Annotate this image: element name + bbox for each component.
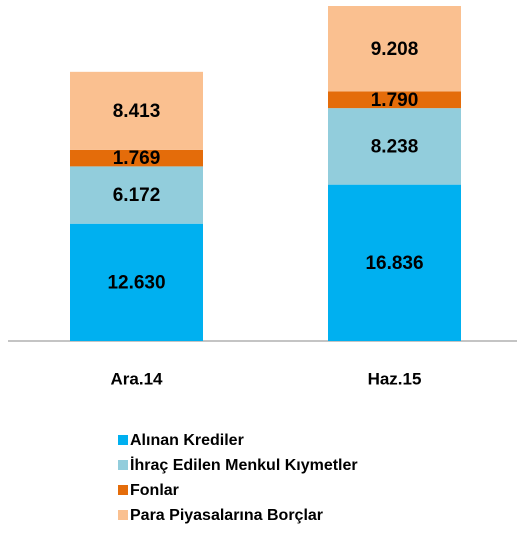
x-tick-label: Haz.15 [368,369,422,388]
data-label: 9.208 [371,39,419,60]
legend-swatch [118,460,128,470]
data-label: 6.172 [113,185,161,206]
data-label: 12.630 [107,272,165,293]
bar-segment [70,149,203,167]
legend-swatch [118,435,128,445]
data-label: 8.413 [113,101,161,122]
bar-segment [70,166,203,224]
legend-label: İhraç Edilen Menkul Kıymetler [130,456,358,474]
data-label: 16.836 [365,253,423,274]
bar-segment [328,108,461,185]
legend-swatch [118,510,128,520]
bar-segment [328,6,461,92]
bar-segment [328,91,461,109]
x-tick-label: Ara.14 [111,369,164,388]
legend-label: Fonlar [130,482,179,499]
legend-label: Alınan Krediler [130,432,244,449]
data-label: 1.769 [113,148,161,169]
bar-segment [70,71,203,150]
legend-swatch [118,485,128,495]
bar-segment [328,184,461,341]
data-label: 8.238 [371,136,419,157]
legend-label: Para Piyasalarına Borçlar [130,507,323,524]
data-label: 1.790 [371,90,419,111]
bar-segment [70,223,203,341]
